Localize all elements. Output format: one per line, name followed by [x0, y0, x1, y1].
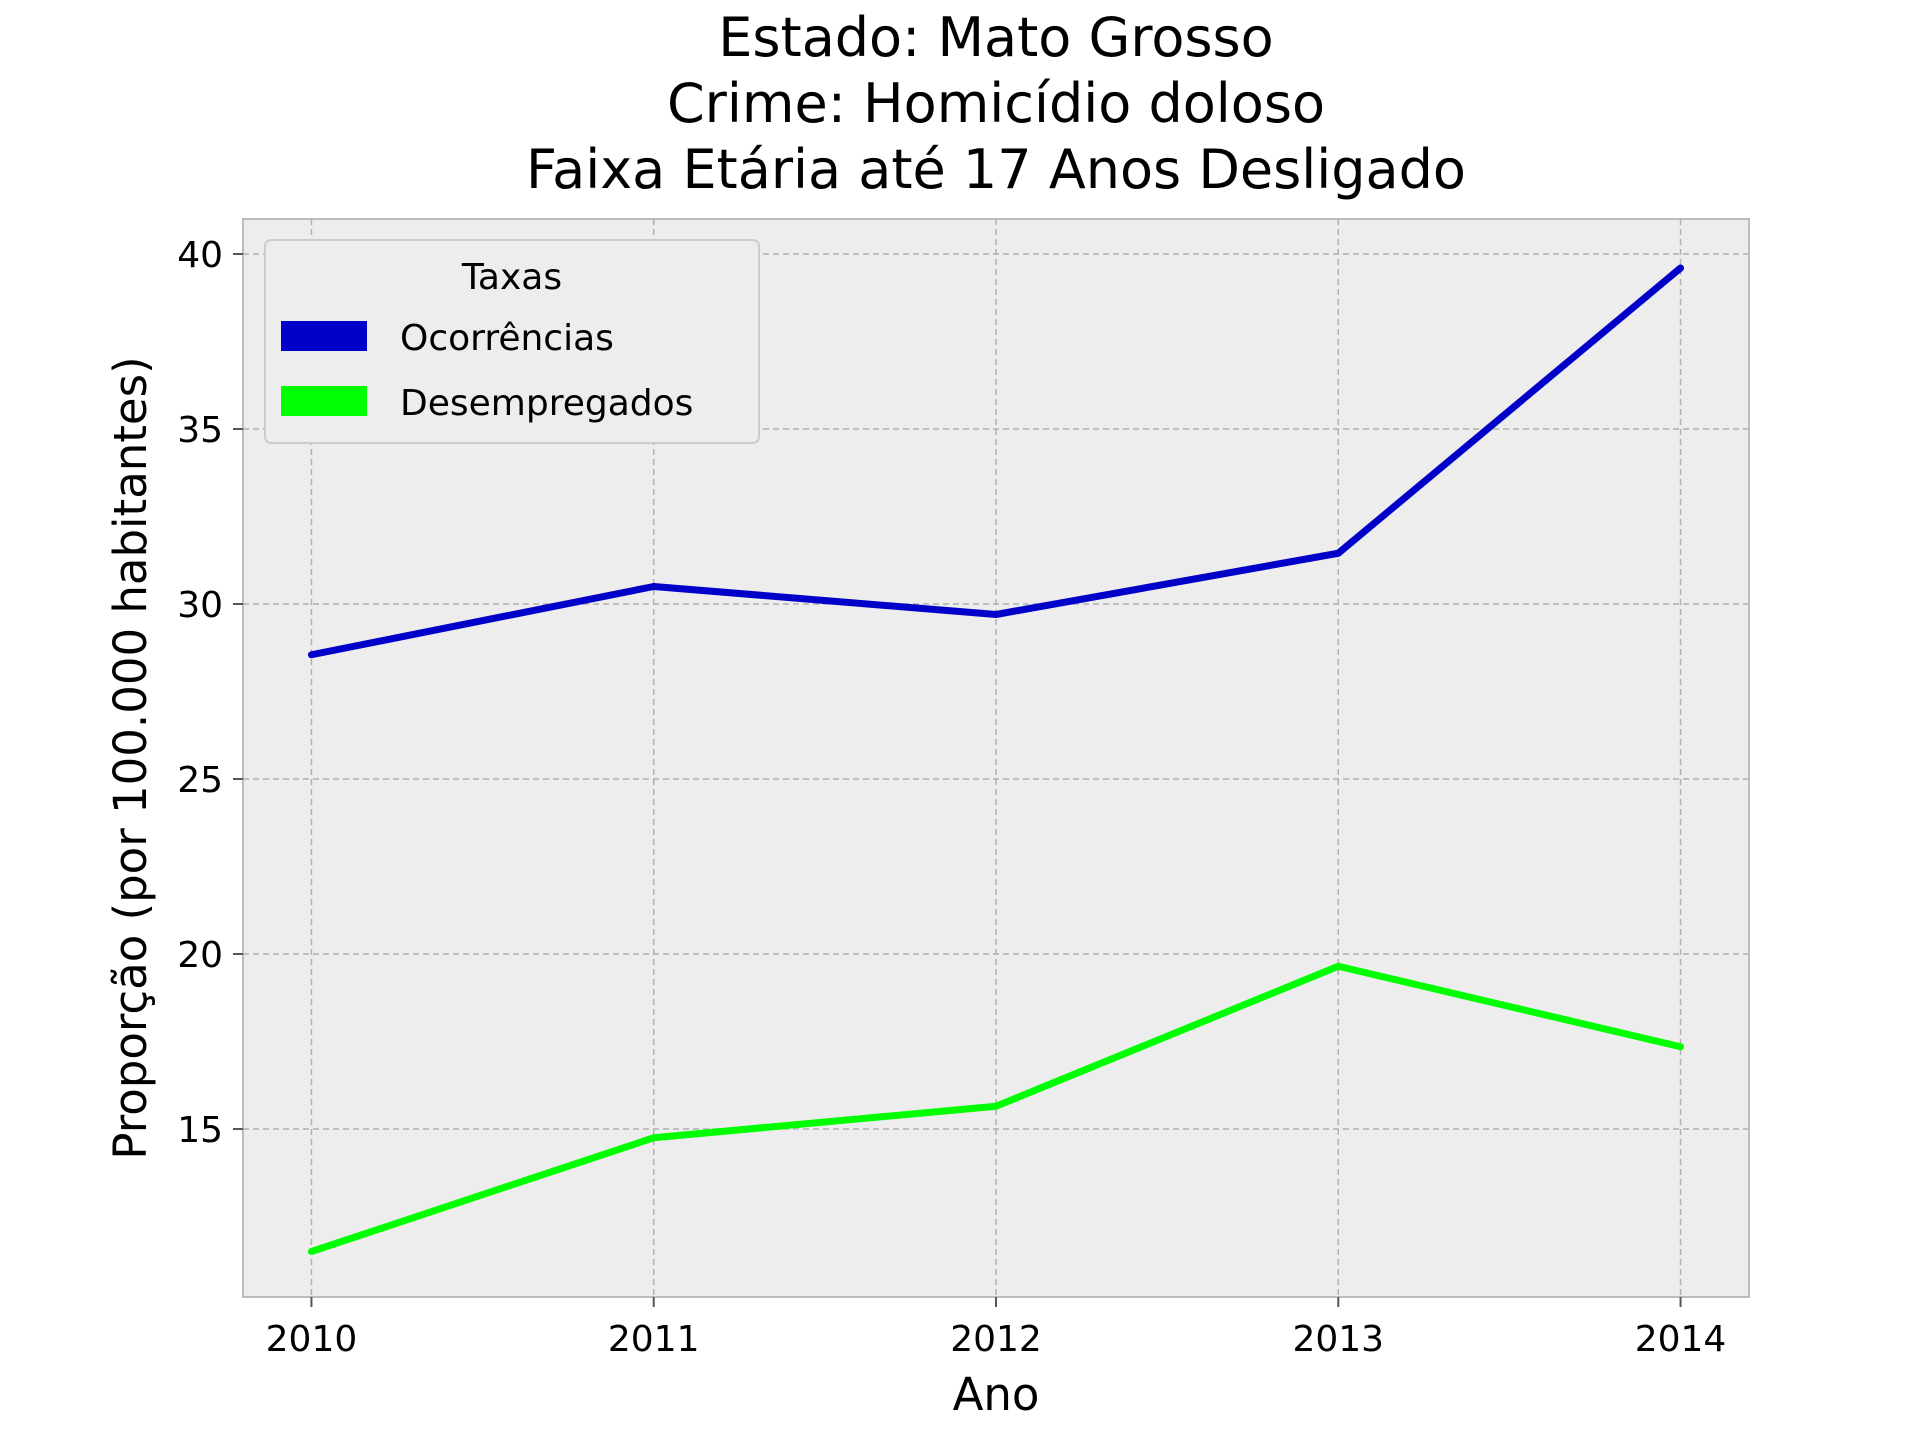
chart-title-line-1: Estado: Mato Grosso — [718, 6, 1273, 69]
x-tick-label: 2012 — [950, 1319, 1042, 1360]
data-point — [307, 651, 315, 659]
y-tick-label: 30 — [177, 585, 223, 626]
series-lines — [307, 264, 1685, 1255]
legend-box — [264, 239, 760, 444]
legend-title: Taxas — [461, 257, 562, 298]
x-tick-label: 2011 — [608, 1319, 700, 1360]
y-tick-label: 25 — [177, 760, 223, 801]
chart-title-line-3: Faixa Etária até 17 Anos Desligado — [526, 138, 1466, 201]
y-axis-ticks: 15 20 25 30 35 40 — [177, 235, 243, 1151]
data-point — [1677, 264, 1685, 272]
data-point — [307, 1248, 315, 1255]
x-tick-label: 2010 — [266, 1319, 358, 1360]
y-axis-label: Proporção (por 100.000 habitantes) — [104, 356, 157, 1159]
chart-title-line-2: Crime: Homicídio doloso — [667, 72, 1325, 135]
x-tick-label: 2013 — [1292, 1319, 1384, 1360]
legend-swatch — [281, 386, 367, 416]
y-tick-label: 35 — [177, 410, 223, 451]
legend-label: Ocorrências — [400, 318, 614, 359]
legend-swatch — [281, 321, 367, 351]
data-point — [1334, 962, 1342, 970]
data-point — [650, 1134, 658, 1142]
data-point — [650, 583, 658, 590]
x-axis-ticks: 2010 2011 2012 2013 2014 — [266, 1297, 1727, 1360]
legend-label: Desempregados — [400, 383, 693, 424]
y-tick-label: 40 — [177, 235, 223, 276]
data-point — [992, 611, 1000, 618]
x-axis-label: Ano — [953, 1368, 1040, 1421]
data-point — [1677, 1043, 1685, 1051]
legend: Taxas Ocorrências Desempregados — [264, 239, 760, 444]
chart-title: Estado: Mato Grosso Crime: Homicídio dol… — [526, 6, 1466, 201]
data-point — [992, 1102, 1000, 1110]
y-tick-label: 15 — [177, 1110, 223, 1151]
legend-entries: Ocorrências Desempregados — [281, 318, 693, 424]
data-point — [1334, 549, 1342, 557]
x-tick-label: 2014 — [1635, 1319, 1727, 1360]
y-tick-label: 20 — [177, 935, 223, 976]
